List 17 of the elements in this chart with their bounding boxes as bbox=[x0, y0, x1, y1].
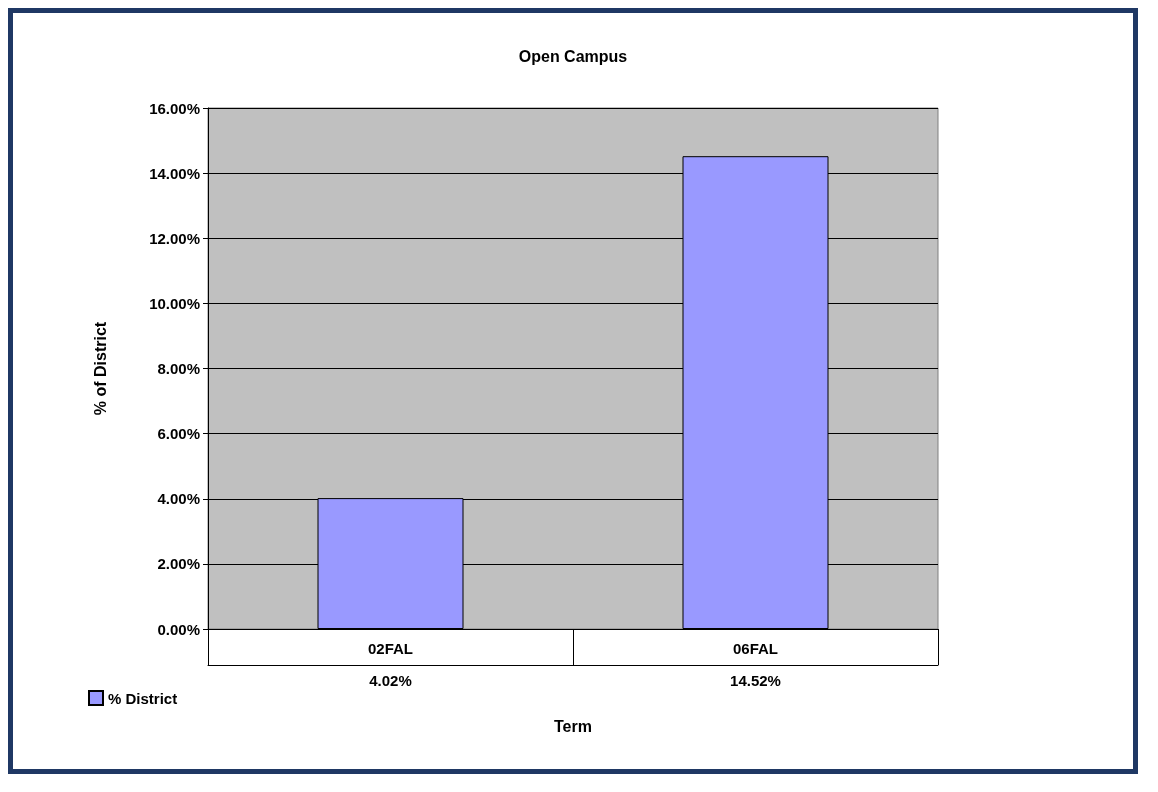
x-tick-label: 06FAL bbox=[732, 640, 779, 657]
legend-label: % District bbox=[108, 689, 178, 707]
y-axis-title: % of District bbox=[91, 321, 109, 416]
x-tick-label: 02FAL bbox=[367, 640, 414, 657]
y-tick-label: 10.00% bbox=[149, 294, 200, 312]
y-tick-label: 2.00% bbox=[157, 555, 200, 573]
y-tick-label: 0.00% bbox=[157, 620, 200, 638]
y-tick-label: 4.00% bbox=[157, 490, 200, 508]
y-tick-label: 6.00% bbox=[157, 425, 200, 443]
x-axis-title: Term bbox=[554, 717, 592, 735]
data-label: 14.52% bbox=[730, 672, 781, 689]
chart-title: Open Campus bbox=[518, 47, 628, 65]
y-tick-label: 12.00% bbox=[149, 229, 200, 247]
y-tick-label: 14.00% bbox=[149, 164, 200, 182]
y-tick-label: 8.00% bbox=[157, 360, 200, 377]
y-tick-label: 16.00% bbox=[149, 99, 200, 117]
data-label: 4.02% bbox=[369, 672, 412, 689]
